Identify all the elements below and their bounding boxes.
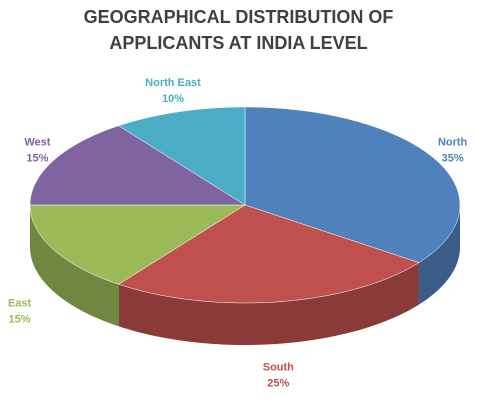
chart-title: GEOGRAPHICAL DISTRIBUTION OF APPLICANTS …: [83, 7, 394, 53]
data-label-category: North East: [145, 77, 201, 89]
data-label-category: West: [24, 136, 50, 148]
slice-side: [418, 205, 460, 305]
data-label-value: 10%: [162, 93, 184, 105]
slice: [29, 204, 246, 285]
slice: [118, 106, 246, 206]
data-label-value: 15%: [26, 152, 48, 164]
slice: [118, 204, 420, 304]
data-label-value: 35%: [442, 152, 464, 164]
slice-side: [118, 262, 419, 345]
data-label-category: South: [263, 361, 294, 373]
slice-side: [30, 205, 119, 327]
data-label-value: 25%: [267, 377, 289, 389]
data-label-category: North: [438, 136, 468, 148]
data-label-category: East: [8, 297, 32, 309]
slice: [29, 125, 246, 206]
slice: [244, 106, 461, 263]
data-label-value: 15%: [9, 313, 31, 325]
